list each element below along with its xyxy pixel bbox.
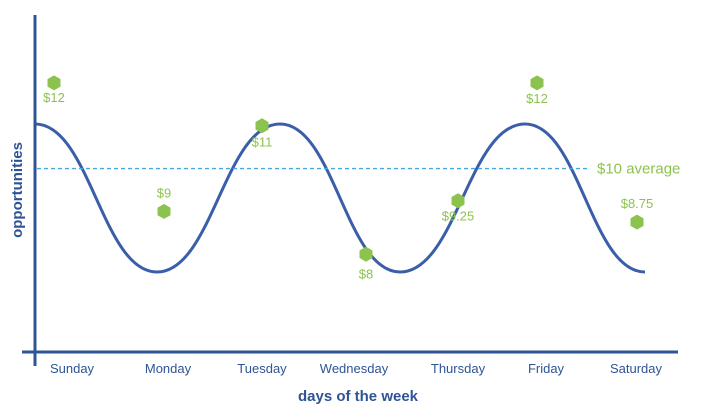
- hexagon-marker: [255, 118, 269, 134]
- x-tick-label: Thursday: [431, 361, 486, 376]
- data-label: $12: [526, 91, 548, 106]
- y-axis-title: opportunities: [9, 142, 26, 238]
- hexagon-marker: [359, 246, 373, 262]
- x-tick-label: Tuesday: [237, 361, 287, 376]
- data-label: $11: [252, 135, 273, 150]
- data-label: $12: [43, 90, 65, 105]
- average-label: $10 average: [597, 161, 680, 178]
- x-axis-title: days of the week: [298, 388, 419, 405]
- x-tick-label: Friday: [528, 361, 565, 376]
- x-tick-labels: Sunday Monday Tuesday Wednesday Thursday…: [50, 361, 663, 376]
- x-tick-label: Saturday: [610, 361, 663, 376]
- data-label: $9: [157, 185, 171, 200]
- data-markers: [47, 75, 644, 262]
- hexagon-marker: [530, 75, 544, 91]
- data-label: $9.25: [442, 209, 475, 224]
- hexagon-marker: [157, 203, 171, 219]
- data-label: $8: [359, 266, 373, 281]
- hexagon-marker: [451, 193, 465, 209]
- opportunity-curve: [34, 122, 646, 274]
- data-labels: $12 $9 $11 $8 $9.25 $12 $8.75: [43, 90, 653, 281]
- hexagon-marker: [47, 75, 61, 91]
- hexagon-marker: [630, 214, 644, 230]
- data-label: $8.75: [621, 196, 654, 211]
- x-tick-label: Monday: [145, 361, 192, 376]
- x-tick-label: Sunday: [50, 361, 95, 376]
- x-tick-label: Wednesday: [320, 361, 389, 376]
